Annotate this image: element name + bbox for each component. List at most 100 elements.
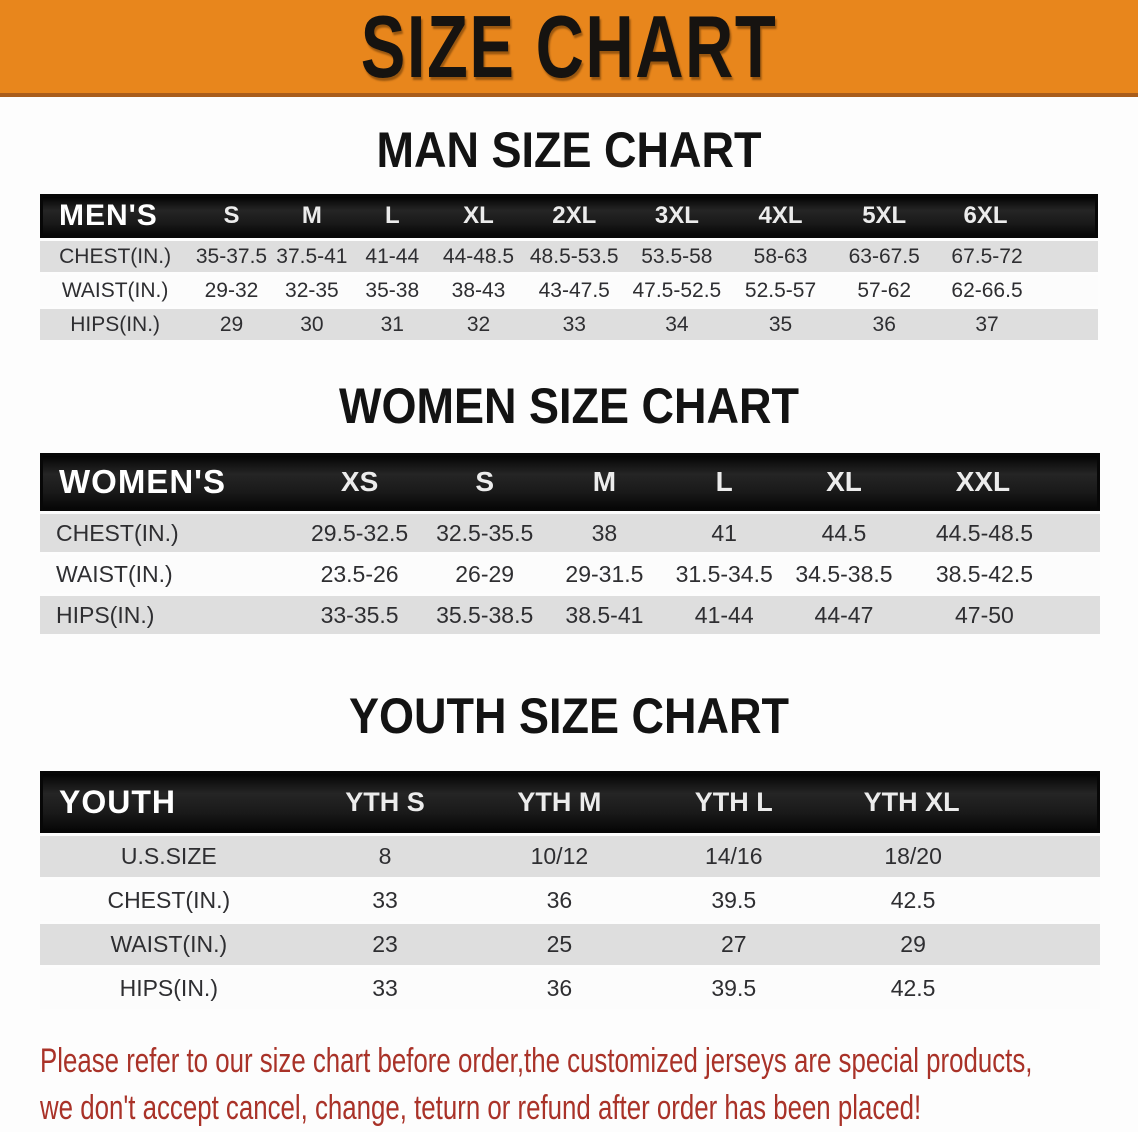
size-value: 42.5 — [821, 880, 1100, 921]
women-size-table: WOMEN'S XS S M L XL XXL CHEST(IN.) 29.5-32.5 32.5… — [40, 450, 1100, 637]
size-value: 62-66.5 — [936, 275, 1098, 306]
measurement-row: WAIST(IN.) 29-32 32-35 35-38 38-43 43-47.5 47.… — [40, 275, 1098, 306]
size-value: 8 — [297, 836, 473, 877]
size-column-header: YTH XL — [821, 771, 1100, 833]
size-column-header: 6XL — [936, 194, 1098, 238]
size-column-header: YTH L — [646, 771, 822, 833]
size-value: 36 — [472, 880, 647, 921]
size-value: 39.5 — [646, 968, 822, 1009]
size-column-header: 2XL — [523, 194, 626, 238]
size-value: 43-47.5 — [523, 275, 626, 306]
measurement-row: CHEST(IN.) 35-37.5 37.5-41 41-44 44-48.5 48.5… — [40, 241, 1098, 272]
table-corner-label: YOUTH — [40, 771, 298, 833]
size-value: 38.5-41 — [544, 596, 665, 634]
size-value: 57-62 — [832, 275, 937, 306]
size-value: 33 — [297, 880, 473, 921]
row-label: CHEST(IN.) — [40, 880, 298, 921]
size-column-header: 4XL — [728, 194, 833, 238]
size-value: 29.5-32.5 — [294, 514, 425, 552]
men-size-table: MEN'S S M L XL 2XL 3XL 4XL 5XL 6XL CHEST(IN.) 35-37… — [40, 191, 1098, 343]
measurement-row: WAIST(IN.) 23 25 27 29 — [40, 924, 1100, 965]
size-value: 29 — [190, 309, 273, 340]
size-value: 39.5 — [646, 880, 822, 921]
size-column-header: L — [351, 194, 434, 238]
size-value: 32 — [433, 309, 524, 340]
size-column-header: XXL — [903, 453, 1100, 511]
size-value: 48.5-53.5 — [523, 241, 626, 272]
size-value: 44-47 — [784, 596, 904, 634]
size-column-header: XL — [784, 453, 904, 511]
row-label: CHEST(IN.) — [40, 241, 191, 272]
size-value: 32.5-35.5 — [424, 514, 545, 552]
size-column-header: 5XL — [832, 194, 937, 238]
size-value: 41-44 — [351, 241, 434, 272]
banner-title: SIZE CHART — [360, 0, 778, 96]
size-value: 35.5-38.5 — [424, 596, 545, 634]
row-label: WAIST(IN.) — [40, 924, 298, 965]
size-value: 34.5-38.5 — [784, 555, 904, 593]
size-value: 25 — [472, 924, 647, 965]
measurement-row: CHEST(IN.) 33 36 39.5 42.5 — [40, 880, 1100, 921]
size-chart-body: MAN SIZE CHART MEN'S S M L XL 2XL 3XL 4XL 5XL 6XL… — [0, 123, 1138, 1012]
size-value: 35-37.5 — [190, 241, 273, 272]
measurement-row: HIPS(IN.) 33-35.5 35.5-38.5 38.5-41 41-44 44-… — [40, 596, 1100, 634]
size-header-row: YOUTH YTH S YTH M YTH L YTH XL — [40, 771, 1100, 833]
size-value: 52.5-57 — [728, 275, 833, 306]
size-value: 58-63 — [728, 241, 833, 272]
size-value: 38 — [544, 514, 665, 552]
size-value: 36 — [832, 309, 937, 340]
size-value: 37 — [936, 309, 1098, 340]
size-value: 35 — [728, 309, 833, 340]
size-header-row: WOMEN'S XS S M L XL XXL — [40, 453, 1100, 511]
size-value: 23 — [297, 924, 473, 965]
women-size-section: WOMEN SIZE CHART WOMEN'S XS S M L XL XXL CHEST(… — [0, 379, 1138, 637]
size-value: 26-29 — [424, 555, 545, 593]
order-disclaimer: Please refer to our size chart before or… — [0, 1038, 1138, 1132]
size-value: 44-48.5 — [433, 241, 524, 272]
size-value: 27 — [646, 924, 822, 965]
size-value: 53.5-58 — [625, 241, 729, 272]
size-value: 34 — [625, 309, 729, 340]
size-value: 63-67.5 — [832, 241, 937, 272]
size-value: 30 — [272, 309, 352, 340]
size-value: 10/12 — [472, 836, 647, 877]
measurement-row: U.S.SIZE 8 10/12 14/16 18/20 — [40, 836, 1100, 877]
row-label: HIPS(IN.) — [40, 309, 191, 340]
size-chart-banner: SIZE CHART — [0, 0, 1138, 97]
size-header-row: MEN'S S M L XL 2XL 3XL 4XL 5XL 6XL — [40, 194, 1098, 238]
size-value: 38-43 — [433, 275, 524, 306]
size-value: 35-38 — [351, 275, 434, 306]
size-value: 29-31.5 — [544, 555, 665, 593]
size-value: 31.5-34.5 — [664, 555, 785, 593]
size-value: 32-35 — [272, 275, 352, 306]
size-value: 31 — [351, 309, 434, 340]
size-value: 41 — [664, 514, 785, 552]
size-value: 67.5-72 — [936, 241, 1098, 272]
men-section-title: MAN SIZE CHART — [376, 122, 762, 178]
youth-size-section: YOUTH SIZE CHART YOUTH YTH S YTH M YTH L YTH… — [0, 689, 1138, 1012]
size-column-header: YTH S — [297, 771, 473, 833]
size-column-header: 3XL — [625, 194, 729, 238]
size-value: 37.5-41 — [272, 241, 352, 272]
size-column-header: M — [272, 194, 352, 238]
size-column-header: L — [664, 453, 785, 511]
size-column-header: XS — [294, 453, 425, 511]
row-label: WAIST(IN.) — [40, 555, 295, 593]
youth-section-title: YOUTH SIZE CHART — [348, 688, 790, 744]
size-value: 41-44 — [664, 596, 785, 634]
size-value: 36 — [472, 968, 647, 1009]
size-value: 33 — [523, 309, 626, 340]
table-corner-label: WOMEN'S — [40, 453, 295, 511]
size-value: 29-32 — [190, 275, 273, 306]
table-corner-label: MEN'S — [40, 194, 191, 238]
disclaimer-line-1: Please refer to our size chart before or… — [40, 1042, 1033, 1080]
row-label: HIPS(IN.) — [40, 968, 298, 1009]
size-value: 44.5-48.5 — [903, 514, 1100, 552]
women-section-title: WOMEN SIZE CHART — [339, 378, 799, 434]
row-label: CHEST(IN.) — [40, 514, 295, 552]
measurement-row: HIPS(IN.) 33 36 39.5 42.5 — [40, 968, 1100, 1009]
size-column-header: M — [544, 453, 665, 511]
size-value: 38.5-42.5 — [903, 555, 1100, 593]
size-value: 44.5 — [784, 514, 904, 552]
disclaimer-line-2: we don't accept cancel, change, teturn o… — [40, 1089, 922, 1127]
